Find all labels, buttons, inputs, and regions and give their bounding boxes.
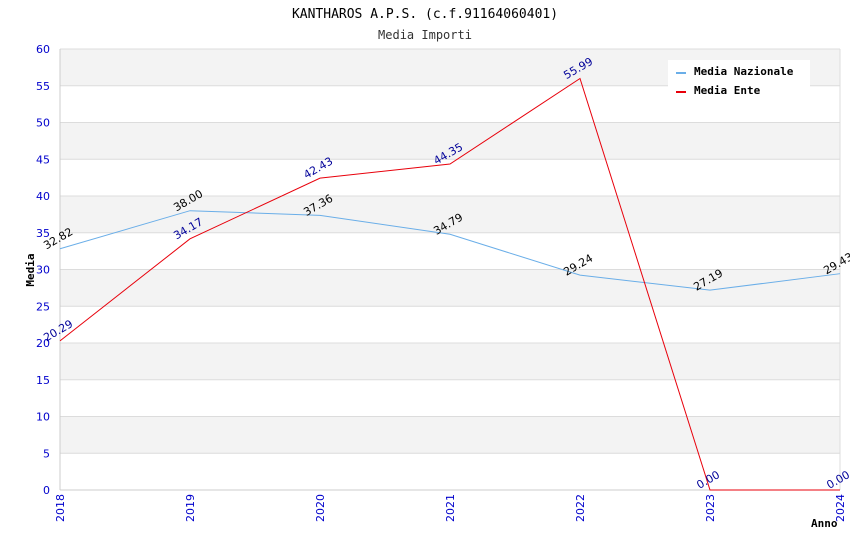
x-tick-label: 2023	[704, 494, 717, 522]
grid-bands	[60, 49, 840, 490]
y-tick-label: 60	[36, 43, 50, 56]
x-tick-label: 2019	[184, 494, 197, 522]
y-tick-label: 15	[36, 374, 50, 387]
x-tick-label: 2020	[314, 494, 327, 522]
legend-label-media-ente: Media Ente	[694, 84, 761, 97]
y-tick-label: 0	[43, 484, 50, 497]
grid-band	[60, 122, 840, 160]
grid-band	[60, 343, 840, 380]
x-tick-label: 2018	[54, 494, 67, 522]
y-axis-title: Media	[24, 253, 37, 286]
x-tick-label: 2022	[574, 494, 587, 522]
series-lines	[59, 77, 841, 491]
series-line-media-ente	[59, 77, 840, 491]
legend-box	[668, 60, 810, 100]
grid-band	[60, 159, 840, 196]
legend-label-media-nazionale: Media Nazionale	[694, 65, 794, 78]
series-line-media-nazionale	[59, 210, 841, 291]
legend: Media Nazionale Media Ente	[668, 60, 810, 100]
grid-band	[60, 453, 840, 490]
grid-band	[60, 196, 840, 233]
y-tick-label: 55	[36, 80, 50, 93]
chart-subtitle: Media Importi	[378, 28, 472, 42]
y-tick-label: 35	[36, 227, 50, 240]
y-tick-labels: 0 5 10 15 20 25 30 35 40 45 50 55 60	[36, 43, 50, 497]
grid-band	[60, 416, 840, 454]
x-tick-label: 2021	[444, 494, 457, 522]
x-axis-title: Anno	[811, 517, 838, 530]
y-tick-label: 20	[36, 337, 50, 350]
x-tick-labels: 2018 2019 2020 2021 2022 2023 2024	[54, 494, 847, 522]
y-tick-label: 10	[36, 411, 50, 424]
grid-band	[60, 269, 840, 307]
y-tick-label: 50	[36, 117, 50, 130]
x-tick-label: 2024	[834, 494, 847, 522]
y-tick-label: 40	[36, 190, 50, 203]
y-tick-label: 25	[36, 300, 50, 313]
y-tick-label: 45	[36, 153, 50, 166]
chart-title: KANTHAROS A.P.S. (c.f.91164060401)	[292, 7, 558, 22]
y-tick-label: 5	[43, 447, 50, 460]
grid-band	[60, 306, 840, 343]
grid-band	[60, 379, 840, 417]
y-tick-label: 30	[36, 264, 50, 277]
